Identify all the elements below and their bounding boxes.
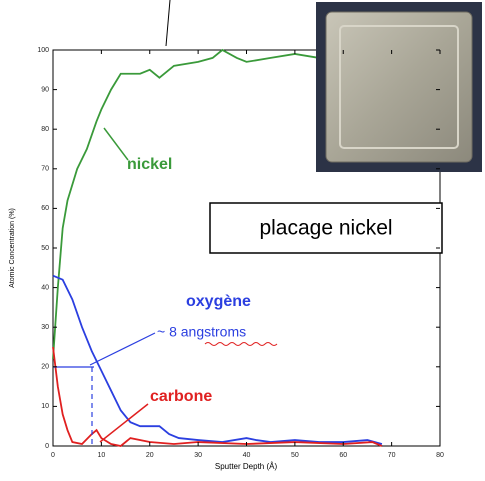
chip <box>326 12 472 162</box>
y-tick-label: 60 <box>41 205 49 212</box>
series-line <box>53 347 382 446</box>
x-tick-label: 80 <box>436 452 444 459</box>
x-tick-label: 60 <box>339 452 347 459</box>
x-axis-title: Sputter Depth (Å) <box>215 462 278 471</box>
y-tick-label: 50 <box>41 245 49 252</box>
x-tick-label: 70 <box>388 452 396 459</box>
y-tick-label: 70 <box>41 166 49 173</box>
series-label: carbone <box>150 388 212 405</box>
y-axis-title: Atomic Concentration (%) <box>9 208 16 288</box>
x-tick-label: 40 <box>243 452 251 459</box>
series-label: nickel <box>127 156 172 173</box>
y-tick-label: 80 <box>41 126 49 133</box>
y-tick-label: 90 <box>41 86 49 93</box>
series-label: oxygène <box>186 293 251 310</box>
y-tick-label: 30 <box>41 324 49 331</box>
y-tick-label: 100 <box>37 47 49 54</box>
x-tick-label: 30 <box>194 452 202 459</box>
annotation: ~ 8 angstroms <box>157 324 246 340</box>
guide-line <box>90 333 155 365</box>
pointer-line <box>166 0 170 46</box>
guide-line <box>104 128 128 160</box>
x-tick-label: 0 <box>51 452 55 459</box>
chart: Atomic Concentration (%) Sputter Depth (… <box>0 0 485 481</box>
x-tick-label: 20 <box>146 452 154 459</box>
y-tick-label: 20 <box>41 364 49 371</box>
y-tick-label: 40 <box>41 284 49 291</box>
y-tick-label: 10 <box>41 403 49 410</box>
y-tick-label: 0 <box>45 443 49 450</box>
spell-underline <box>205 343 277 346</box>
annotation: placage nickel <box>259 217 392 240</box>
x-tick-label: 10 <box>97 452 105 459</box>
inset-photo <box>316 2 482 172</box>
guide-line <box>100 404 148 442</box>
x-tick-label: 50 <box>291 452 299 459</box>
